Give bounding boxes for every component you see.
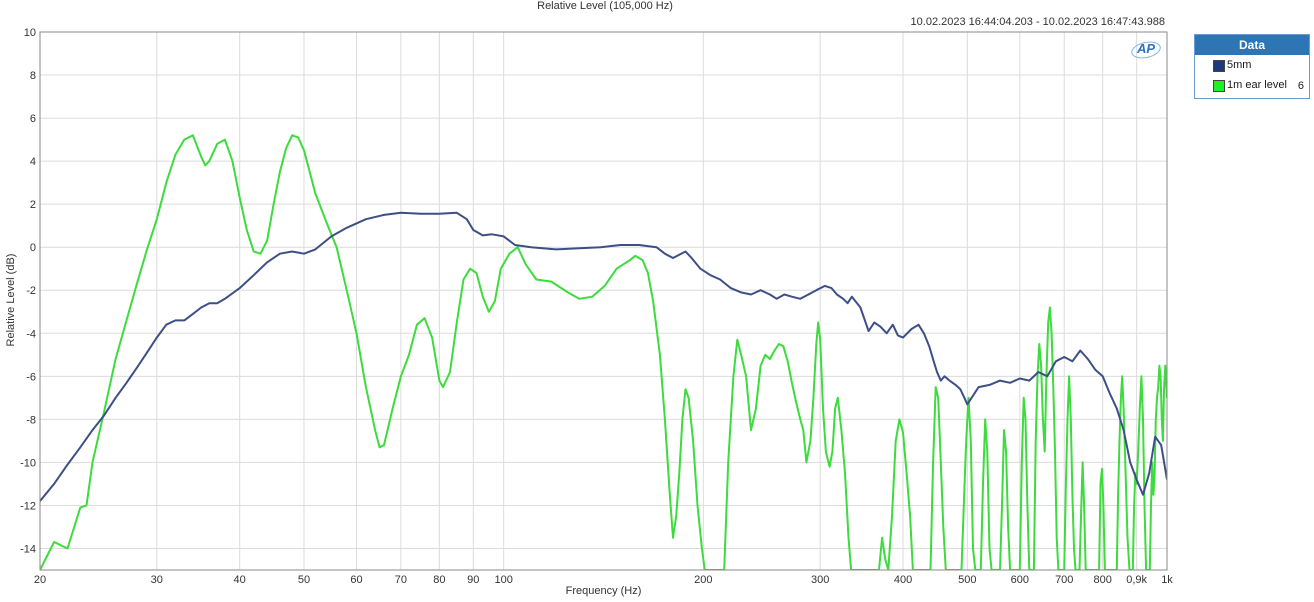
plot-grid: [39, 31, 1168, 570]
x-axis-label: Frequency (Hz): [565, 585, 642, 597]
x-tick-label: 30: [151, 574, 163, 586]
x-tick-label: 600: [1011, 574, 1029, 586]
legend-label-5mm: 5mm: [1227, 59, 1252, 71]
legend-item-5mm[interactable]: 5mm: [1195, 55, 1309, 75]
x-tick-label: 50: [298, 574, 310, 586]
x-tick-label: 700: [1055, 574, 1073, 586]
legend[interactable]: Data 5mm 1m ear level 6: [1194, 34, 1310, 99]
y-tick-label: 8: [30, 70, 36, 82]
y-tick-label: 0: [30, 242, 36, 254]
y-tick-label: 2: [30, 199, 36, 211]
x-tick-label: 800: [1094, 574, 1112, 586]
y-tick-label: -4: [26, 328, 36, 340]
y-tick-labels: 10 8 6 4 2 0 -2 -4 -6 -8 -10 -12 -14: [20, 27, 36, 555]
plot-frame: [39, 31, 1168, 571]
measurement-timestamp: 10.02.2023 16:44:04.203 - 10.02.2023 16:…: [910, 16, 1165, 28]
legend-label-1m-ear-level: 1m ear level: [1227, 79, 1287, 91]
legend-channel-number: 6: [1297, 80, 1304, 92]
legend-swatch-1m-ear-level: [1213, 80, 1225, 92]
x-tick-label: 40: [234, 574, 246, 586]
y-tick-label: -8: [26, 414, 36, 426]
y-tick-label: 4: [30, 156, 36, 168]
x-tick-label: 300: [811, 574, 829, 586]
y-tick-label: -12: [20, 500, 36, 512]
x-tick-label: 200: [694, 574, 712, 586]
series-line-1m-ear-level: [40, 134, 1167, 570]
legend-title: Data: [1195, 35, 1309, 55]
y-tick-label: -6: [26, 371, 36, 383]
y-tick-label: -14: [20, 543, 36, 555]
y-tick-label: -2: [26, 285, 36, 297]
y-tick-label: 6: [30, 113, 36, 125]
x-tick-label: 0,9k: [1126, 574, 1147, 586]
x-tick-labels: 20 30 40 50 60 70 80 90 100 200 300 400 500 600 700 800…: [34, 574, 1173, 586]
x-tick-label: 100: [494, 574, 512, 586]
x-tick-label: 400: [894, 574, 912, 586]
x-tick-label: 500: [958, 574, 976, 586]
x-tick-label: 60: [350, 574, 362, 586]
series-lines: [40, 134, 1167, 570]
y-axis-label: Relative Level (dB): [5, 253, 17, 347]
x-tick-label: 1k: [1161, 574, 1173, 586]
x-tick-label: 80: [433, 574, 445, 586]
ap-logo-icon: AP: [1133, 40, 1159, 58]
x-tick-label: 20: [34, 574, 46, 586]
series-line-5mm: [40, 211, 1167, 502]
chart-title: Relative Level (105,000 Hz): [537, 0, 673, 12]
y-tick-label: 10: [24, 27, 36, 39]
y-tick-label: -10: [20, 457, 36, 469]
legend-item-1m-ear-level[interactable]: 1m ear level 6: [1195, 75, 1309, 95]
legend-swatch-5mm: [1213, 60, 1225, 72]
x-tick-label: 70: [395, 574, 407, 586]
x-tick-label: 90: [467, 574, 479, 586]
